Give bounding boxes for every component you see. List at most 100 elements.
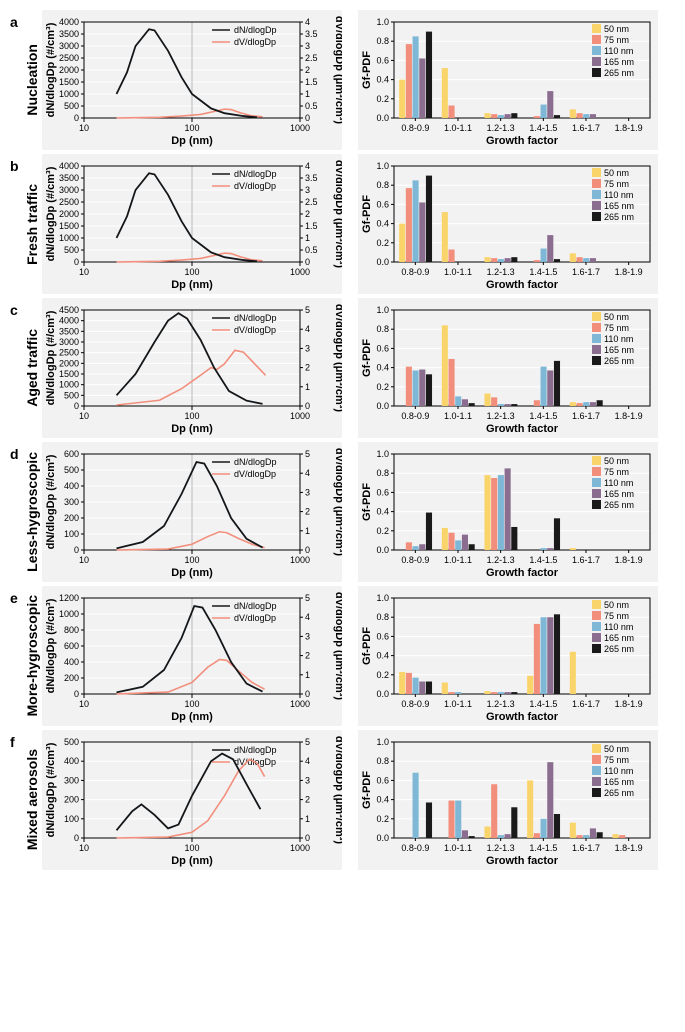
svg-text:Dp (nm): Dp (nm)	[171, 711, 213, 723]
svg-text:400: 400	[64, 481, 79, 491]
svg-text:500: 500	[64, 465, 79, 475]
svg-text:0.0: 0.0	[376, 113, 389, 123]
svg-text:0.5: 0.5	[305, 245, 318, 255]
svg-text:1.6-1.7: 1.6-1.7	[572, 267, 600, 277]
svg-text:1.0-1.1: 1.0-1.1	[444, 267, 472, 277]
svg-text:1.4-1.5: 1.4-1.5	[529, 123, 557, 133]
panel-label: b	[10, 154, 24, 174]
svg-text:5: 5	[305, 737, 310, 747]
gf-pdf-chart: 0.00.20.40.60.81.00.8-0.91.0-1.11.2-1.31…	[358, 730, 658, 870]
svg-text:0.8: 0.8	[376, 756, 389, 766]
panel-label: e	[10, 586, 24, 606]
svg-text:0.4: 0.4	[376, 795, 389, 805]
svg-text:1000: 1000	[59, 609, 79, 619]
svg-text:10: 10	[79, 699, 89, 709]
svg-text:0.4: 0.4	[376, 75, 389, 85]
svg-text:0.2: 0.2	[376, 670, 389, 680]
svg-text:dV/dlogDp: dV/dlogDp	[234, 325, 276, 335]
svg-text:1.2-1.3: 1.2-1.3	[487, 411, 515, 421]
svg-text:165 nm: 165 nm	[604, 489, 634, 499]
svg-text:Dp (nm): Dp (nm)	[171, 567, 213, 579]
svg-text:1.8-1.9: 1.8-1.9	[615, 843, 643, 853]
gf-pdf-chart: 0.00.20.40.60.81.00.8-0.91.0-1.11.2-1.31…	[358, 298, 658, 438]
svg-text:10: 10	[79, 843, 89, 853]
svg-text:dV/dlogDp (μm³/cm³): dV/dlogDp (μm³/cm³)	[333, 592, 342, 701]
svg-text:1200: 1200	[59, 593, 79, 603]
svg-text:3500: 3500	[59, 326, 79, 336]
svg-text:1000: 1000	[59, 233, 79, 243]
svg-text:0.2: 0.2	[376, 526, 389, 536]
svg-text:4: 4	[305, 17, 310, 27]
svg-text:2000: 2000	[59, 65, 79, 75]
svg-text:Growth factor: Growth factor	[486, 423, 559, 435]
svg-text:500: 500	[64, 737, 79, 747]
svg-text:100: 100	[184, 555, 199, 565]
gf-pdf-chart: 0.00.20.40.60.81.00.8-0.91.0-1.11.2-1.31…	[358, 586, 658, 726]
panel-label: a	[10, 10, 24, 30]
svg-text:50 nm: 50 nm	[604, 168, 629, 178]
svg-text:0.8: 0.8	[376, 36, 389, 46]
svg-text:200: 200	[64, 795, 79, 805]
gf-pdf-chart: 0.00.20.40.60.81.00.8-0.91.0-1.11.2-1.31…	[358, 442, 658, 582]
panel-row-f: fMixed aerosols0100200300400500012345101…	[10, 730, 675, 870]
svg-text:Growth factor: Growth factor	[486, 567, 559, 579]
svg-text:dN/dlogDp: dN/dlogDp	[234, 313, 277, 323]
svg-text:1000: 1000	[290, 411, 310, 421]
svg-text:dN/dlogDp: dN/dlogDp	[234, 601, 277, 611]
panel-label: d	[10, 442, 24, 462]
svg-text:300: 300	[64, 497, 79, 507]
svg-text:0.2: 0.2	[376, 238, 389, 248]
svg-text:1500: 1500	[59, 221, 79, 231]
svg-text:0.8: 0.8	[376, 180, 389, 190]
panel-title: Nucleationaerosols	[24, 44, 42, 116]
svg-text:Gf-PDF: Gf-PDF	[361, 339, 373, 377]
svg-text:Dp (nm): Dp (nm)	[171, 855, 213, 867]
svg-text:1.0: 1.0	[376, 305, 389, 315]
svg-text:dV/dlogDp (μm³/cm³): dV/dlogDp (μm³/cm³)	[333, 160, 342, 269]
svg-text:1.2-1.3: 1.2-1.3	[487, 123, 515, 133]
svg-text:0: 0	[305, 257, 310, 267]
svg-text:2: 2	[305, 795, 310, 805]
svg-text:75 nm: 75 nm	[604, 179, 629, 189]
svg-text:1: 1	[305, 670, 310, 680]
svg-text:Gf-PDF: Gf-PDF	[361, 51, 373, 89]
svg-text:10: 10	[79, 411, 89, 421]
svg-text:dN/dlogDp: dN/dlogDp	[234, 745, 277, 755]
svg-text:265 nm: 265 nm	[604, 356, 634, 366]
svg-text:265 nm: 265 nm	[604, 68, 634, 78]
svg-text:1500: 1500	[59, 77, 79, 87]
svg-text:0: 0	[305, 545, 310, 555]
panel-title: Mixed aerosols	[24, 749, 42, 850]
svg-text:1.8-1.9: 1.8-1.9	[615, 267, 643, 277]
svg-text:Gf-PDF: Gf-PDF	[361, 771, 373, 809]
gf-pdf-chart: 0.00.20.40.60.81.00.8-0.91.0-1.11.2-1.31…	[358, 10, 658, 150]
svg-text:1: 1	[305, 382, 310, 392]
svg-text:1: 1	[305, 233, 310, 243]
svg-text:75 nm: 75 nm	[604, 611, 629, 621]
svg-text:3: 3	[305, 487, 310, 497]
svg-text:Gf-PDF: Gf-PDF	[361, 195, 373, 233]
svg-text:0.4: 0.4	[376, 219, 389, 229]
svg-text:0.0: 0.0	[376, 689, 389, 699]
svg-text:0.8: 0.8	[376, 612, 389, 622]
panel-row-e: eMore-hygroscopicurban aerosols020040060…	[10, 586, 675, 726]
svg-text:5: 5	[305, 593, 310, 603]
svg-text:500: 500	[64, 390, 79, 400]
svg-text:1.0: 1.0	[376, 161, 389, 171]
svg-text:Dp (nm): Dp (nm)	[171, 135, 213, 147]
figure: { "colors": { "s50": "#f9d46b", "s75": "…	[10, 10, 675, 870]
svg-text:0.4: 0.4	[376, 651, 389, 661]
svg-text:600: 600	[64, 641, 79, 651]
svg-text:50 nm: 50 nm	[604, 312, 629, 322]
svg-text:0.6: 0.6	[376, 343, 389, 353]
svg-text:100: 100	[64, 529, 79, 539]
svg-text:0: 0	[74, 401, 79, 411]
svg-text:3: 3	[305, 41, 310, 51]
svg-text:1.4-1.5: 1.4-1.5	[529, 267, 557, 277]
svg-text:50 nm: 50 nm	[604, 744, 629, 754]
svg-text:3: 3	[305, 775, 310, 785]
svg-text:75 nm: 75 nm	[604, 35, 629, 45]
svg-text:2.5: 2.5	[305, 197, 318, 207]
svg-text:1: 1	[305, 526, 310, 536]
panel-row-d: dLess-hygroscopicurban aerosols010020030…	[10, 442, 675, 582]
